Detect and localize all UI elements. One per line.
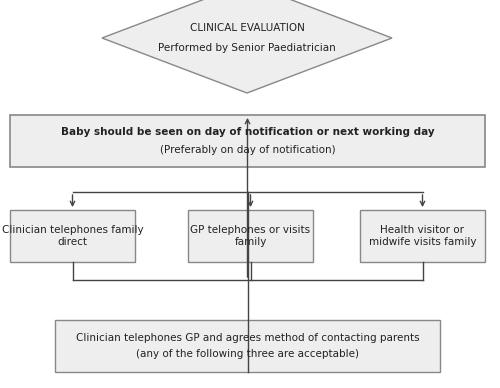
Polygon shape (102, 0, 392, 93)
Text: GP telephones or visits
family: GP telephones or visits family (190, 225, 310, 247)
Text: Performed by Senior Paediatrician: Performed by Senior Paediatrician (158, 43, 336, 53)
Text: (Preferably on day of notification): (Preferably on day of notification) (160, 145, 336, 155)
Text: Baby should be seen on day of notification or next working day: Baby should be seen on day of notificati… (60, 127, 434, 137)
Bar (10, 210, 135, 262)
Bar (188, 210, 313, 262)
Text: CLINICAL EVALUATION: CLINICAL EVALUATION (190, 23, 304, 33)
Text: Health visitor or
midwife visits family: Health visitor or midwife visits family (369, 225, 476, 247)
Text: (any of the following three are acceptable): (any of the following three are acceptab… (136, 349, 359, 359)
Bar (55, 320, 440, 372)
Text: Clinician telephones family
direct: Clinician telephones family direct (2, 225, 144, 247)
Text: Clinician telephones GP and agrees method of contacting parents: Clinician telephones GP and agrees metho… (76, 333, 420, 343)
Bar (360, 210, 485, 262)
Bar (10, 115, 485, 167)
